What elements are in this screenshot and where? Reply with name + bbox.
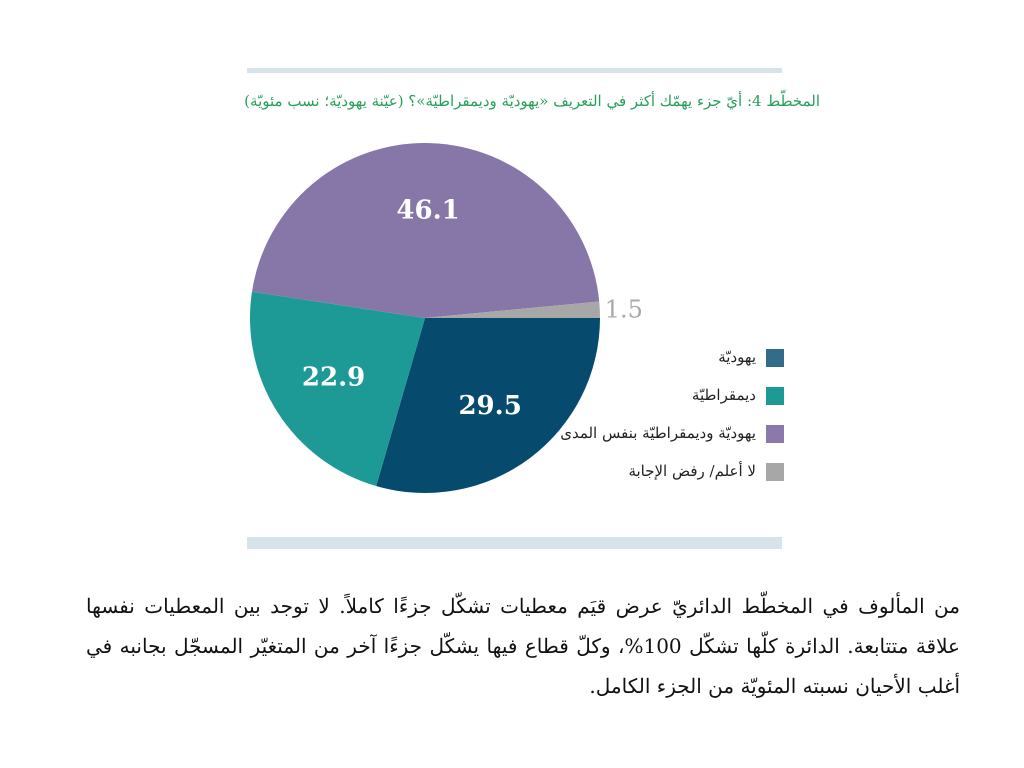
chart-legend: يهوديّة ديمقراطيّة يهوديّة وديمقراطيّة ب… [560,345,784,497]
legend-item-jewish: يهوديّة [560,345,784,369]
legend-swatch [766,463,784,481]
slice-dont-know [425,301,600,318]
legend-swatch [766,425,784,443]
slice-jewish [376,318,600,493]
legend-swatch [766,349,784,367]
top-divider [247,68,782,73]
slice-democratic-value-label: 22.9 [302,362,365,392]
slice-dont-know-value-label: 1.5 [605,296,643,324]
slice-jewish-value-label: 29.5 [458,391,521,421]
pie-chart: 29.5 22.9 46.1 1.5 [250,143,643,493]
legend-label: يهوديّة وديمقراطيّة بنفس المدى [560,424,756,442]
legend-label: ديمقراطيّة [691,386,756,404]
slice-both-value-label: 46.1 [396,196,459,226]
legend-item-democratic: ديمقراطيّة [560,383,784,407]
bottom-divider [247,537,782,549]
legend-item-both: يهوديّة وديمقراطيّة بنفس المدى [560,421,784,445]
slice-both [251,143,600,318]
chart-title: المخطّط 4: أيّ جزء يهمّك أكثر في التعريف… [244,92,820,110]
legend-label: يهوديّة [718,348,756,366]
legend-item-dont-know: لا أعلم/ رفض الإجابة [560,459,784,483]
slice-democratic [250,291,425,487]
body-paragraph: من المألوف في المخطّط الدائريّ عرض قيَم … [86,594,960,698]
legend-swatch [766,387,784,405]
legend-label: لا أعلم/ رفض الإجابة [628,462,756,480]
